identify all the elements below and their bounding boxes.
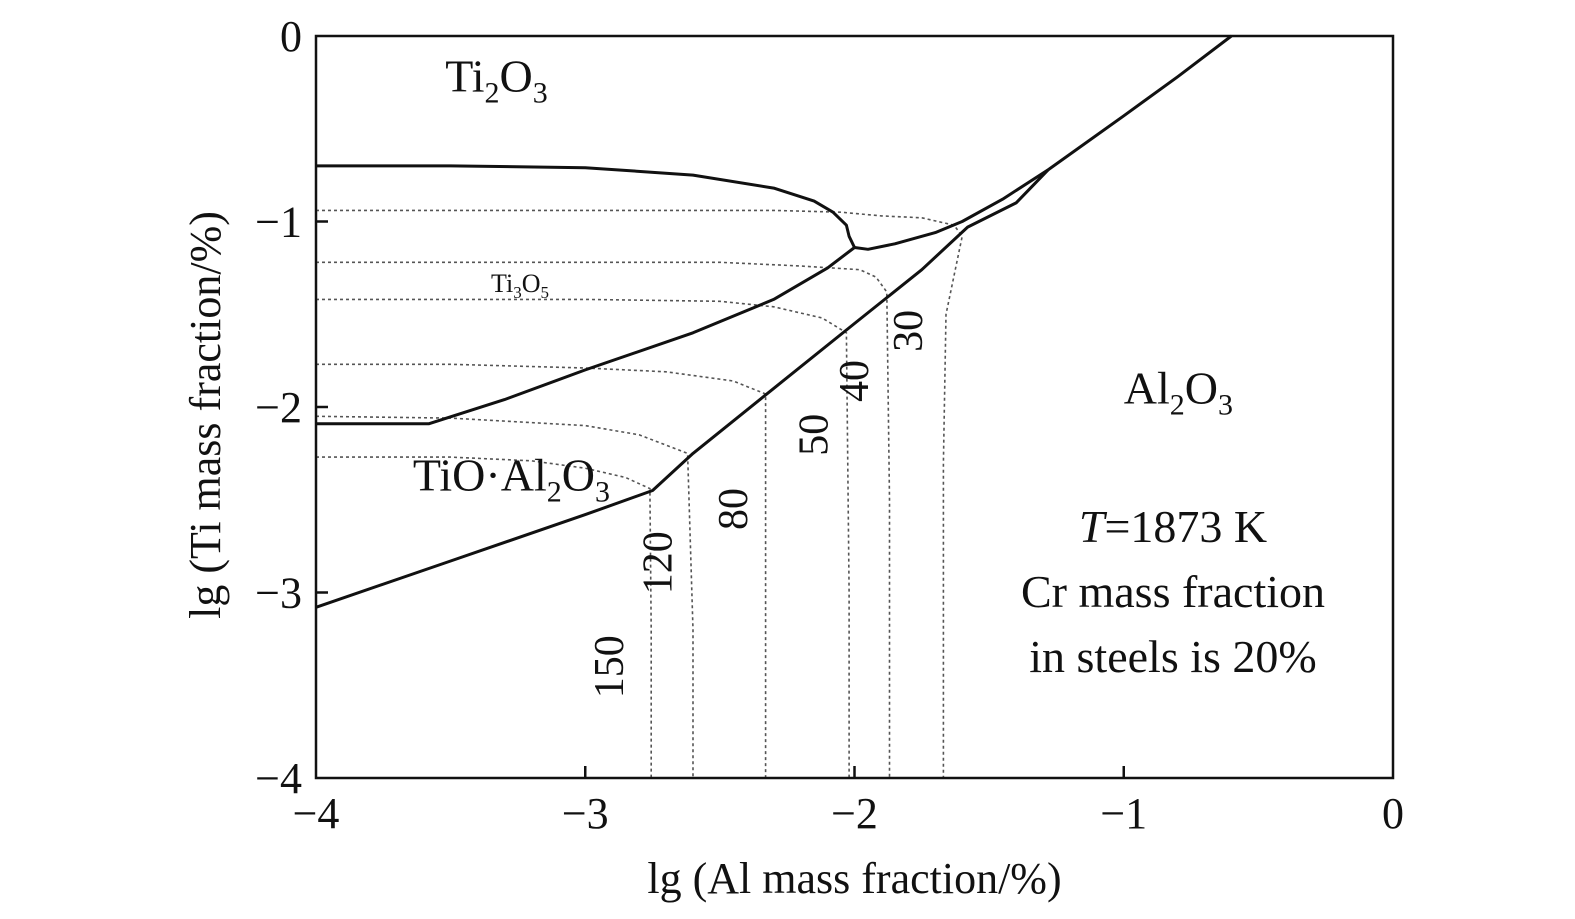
contour-line-50	[316, 298, 850, 778]
phase-boundary-ti2o3-ti3o5	[316, 164, 856, 249]
x-tick-label: −2	[831, 789, 878, 838]
contour-label-120: 120	[635, 531, 681, 594]
boundary-layer	[315, 34, 1233, 609]
composition-annotation-line1: Cr mass fraction	[1021, 566, 1325, 617]
contour-layer	[315, 209, 964, 778]
y-tick-label: −2	[255, 383, 302, 432]
y-tick-label: 0	[280, 12, 302, 61]
region-label-al2o3: Al2O3	[1124, 362, 1233, 421]
contour-line-150	[316, 456, 652, 778]
x-tick-label: 0	[1382, 789, 1404, 838]
contour-label-80: 80	[711, 488, 757, 530]
contour-line-40	[316, 261, 891, 778]
phase-boundary-upper-wedge	[854, 168, 1050, 251]
contour-label-30: 30	[886, 310, 932, 352]
contour-line-30	[316, 209, 964, 778]
phase-boundary-al2o3-upper	[1047, 34, 1233, 171]
phase-boundary-tio-al2o3-al2o3	[315, 168, 1050, 609]
contour-label-150: 150	[587, 635, 633, 698]
x-tick-label: −4	[293, 789, 340, 838]
contour-label-50: 50	[792, 414, 838, 456]
phase-boundary-ti3o5-tio-al2o3	[316, 246, 856, 426]
tick-layer: −4 −3 −2 −1 0 0 −1 −2 −3 −4	[255, 12, 1404, 838]
contour-label-40: 40	[832, 360, 878, 402]
y-tick-label: −1	[255, 198, 302, 247]
x-tick-label: −3	[562, 789, 609, 838]
region-label-ti2o3: Ti2O3	[445, 51, 548, 110]
y-axis-title: lg (Ti mass fraction/%)	[181, 211, 230, 619]
y-tick-label: −3	[255, 569, 302, 618]
region-label-ti3o5: Ti3O5	[491, 269, 549, 302]
temperature-annotation: T=1873 K	[1079, 501, 1267, 552]
x-tick-label: −1	[1100, 789, 1147, 838]
region-label-tio-al2o3: TiO·Al2O3	[413, 449, 610, 508]
contour-line-80	[316, 363, 767, 778]
composition-annotation-line2: in steels is 20%	[1029, 631, 1316, 682]
y-tick-label: −4	[255, 754, 302, 803]
x-axis-title: lg (Al mass fraction/%)	[647, 854, 1061, 903]
